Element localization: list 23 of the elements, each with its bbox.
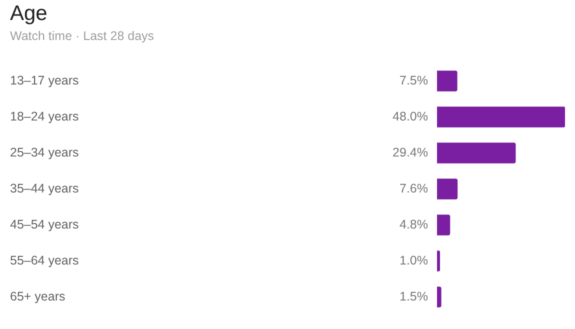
data-label: 29.4%: [392, 145, 428, 160]
bar: [437, 214, 450, 236]
y-tick-label: 45–54 years: [10, 217, 79, 232]
bar: [437, 70, 458, 92]
y-tick-label: 13–17 years: [10, 73, 79, 88]
bar: [437, 178, 458, 200]
bar: [437, 286, 442, 308]
text: Age: [10, 2, 48, 26]
data-label: 7.5%: [400, 73, 428, 88]
y-tick-label: 55–64 years: [10, 253, 79, 268]
text: Watch time · Last 28 days: [10, 29, 154, 43]
y-tick-label: 65+ years: [10, 289, 66, 304]
data-label: 7.6%: [400, 181, 428, 196]
bar: [437, 106, 565, 128]
y-tick-label: 25–34 years: [10, 145, 79, 160]
bar: [437, 250, 440, 272]
data-label: 1.5%: [400, 289, 428, 304]
y-tick-label: 18–24 years: [10, 109, 79, 124]
data-label: 4.8%: [400, 217, 428, 232]
data-label: 48.0%: [392, 109, 428, 124]
y-tick-label: 35–44 years: [10, 181, 79, 196]
bar: [437, 142, 516, 164]
data-label: 1.0%: [400, 253, 428, 268]
